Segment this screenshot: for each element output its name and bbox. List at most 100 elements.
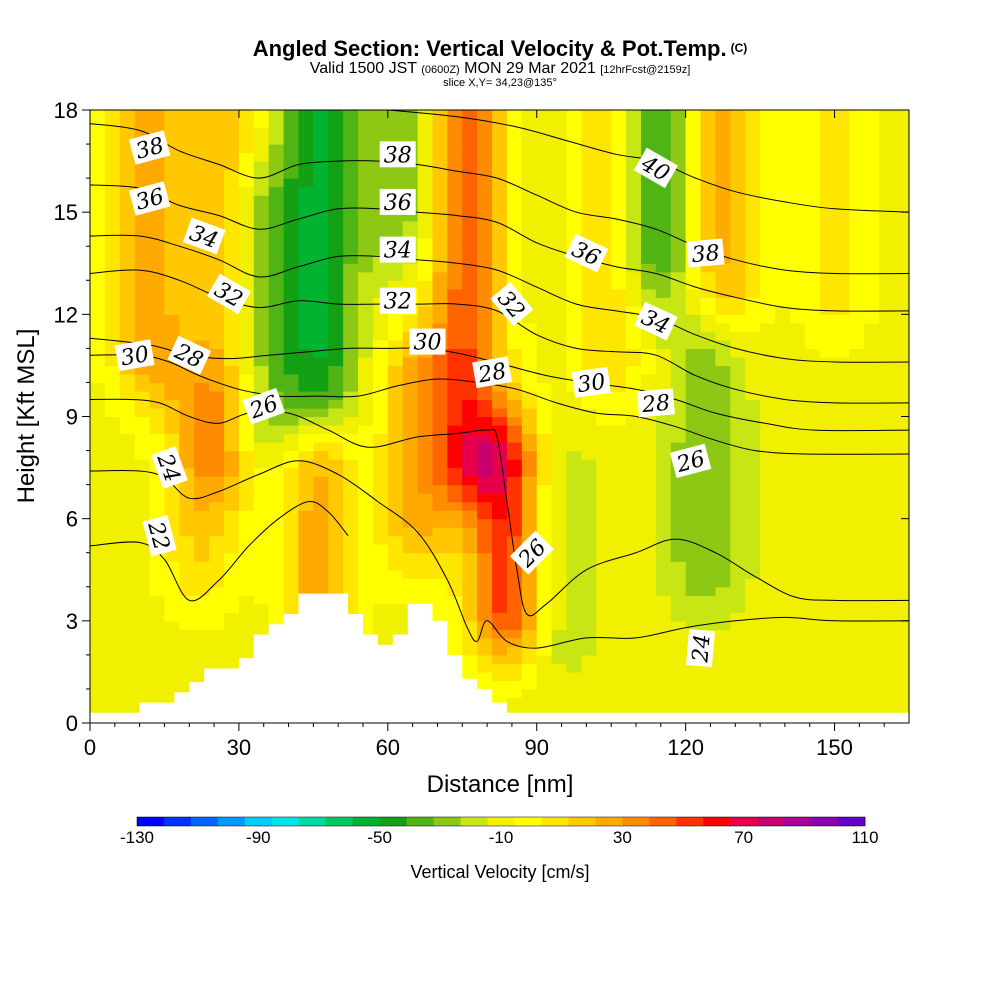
velocity-cell — [506, 578, 523, 588]
velocity-cell — [506, 186, 523, 196]
velocity-cell — [804, 637, 821, 647]
velocity-cell — [134, 297, 151, 307]
velocity-cell — [849, 663, 865, 673]
velocity-cell — [774, 629, 791, 639]
velocity-cell — [492, 322, 508, 332]
velocity-cell — [894, 425, 909, 435]
velocity-cell — [119, 110, 136, 120]
velocity-cell — [760, 331, 776, 341]
velocity-cell — [313, 382, 329, 392]
velocity-cell — [209, 637, 225, 647]
velocity-cell — [521, 339, 538, 349]
velocity-cell — [849, 476, 865, 486]
velocity-cell — [521, 356, 538, 367]
velocity-cell — [730, 144, 746, 154]
velocity-cell — [492, 263, 508, 273]
velocity-cell — [283, 144, 300, 154]
velocity-cell — [566, 152, 582, 162]
velocity-cell — [730, 169, 746, 179]
colorbar-swatch — [163, 817, 192, 826]
velocity-cell — [134, 365, 151, 375]
velocity-cell — [358, 356, 374, 367]
velocity-cell — [640, 382, 657, 392]
velocity-cell — [328, 195, 344, 205]
velocity-cell — [715, 450, 731, 460]
velocity-cell — [462, 476, 478, 486]
velocity-cell — [700, 561, 717, 571]
velocity-cell — [626, 416, 642, 426]
velocity-cell — [596, 356, 612, 367]
velocity-cell — [506, 603, 523, 613]
velocity-cell — [551, 654, 568, 664]
velocity-cell — [611, 637, 627, 647]
velocity-cell — [283, 399, 300, 409]
velocity-cell — [521, 271, 538, 281]
colorbar-tick-label: -90 — [246, 828, 271, 847]
velocity-cell — [358, 135, 374, 145]
velocity-cell — [104, 586, 121, 596]
colorbar-swatch — [190, 817, 219, 826]
velocity-cell — [789, 544, 806, 554]
velocity-cell — [536, 118, 553, 128]
velocity-cell — [789, 127, 806, 137]
velocity-cell — [194, 144, 210, 154]
velocity-cell — [179, 552, 195, 562]
velocity-cell — [104, 476, 121, 486]
velocity-cell — [372, 365, 389, 375]
velocity-cell — [164, 382, 180, 392]
contour-label-bg — [128, 130, 171, 165]
velocity-cell — [313, 212, 329, 222]
velocity-cell — [134, 510, 151, 520]
velocity-cell — [655, 280, 672, 290]
velocity-cell — [760, 629, 776, 639]
velocity-cell — [626, 399, 642, 409]
velocity-cell — [879, 271, 895, 281]
velocity-cell — [164, 697, 180, 707]
velocity-cell — [238, 425, 255, 435]
velocity-cell — [268, 373, 285, 384]
velocity-cell — [819, 186, 836, 196]
x-tick-label: 150 — [816, 735, 853, 760]
velocity-cell — [655, 646, 672, 656]
velocity-cell — [655, 433, 672, 443]
velocity-cell — [774, 561, 791, 571]
velocity-cell — [804, 646, 821, 656]
velocity-cell — [879, 348, 895, 358]
velocity-cell — [640, 603, 657, 613]
x-tick-label: 30 — [227, 735, 251, 760]
velocity-cell — [789, 246, 806, 256]
velocity-cell — [879, 416, 895, 426]
velocity-cell — [119, 203, 136, 213]
velocity-cell — [224, 612, 240, 622]
velocity-cell — [432, 407, 448, 418]
velocity-cell — [596, 178, 612, 188]
velocity-cell — [566, 280, 582, 290]
velocity-cell — [194, 127, 210, 137]
velocity-cell — [551, 501, 568, 511]
velocity-cell — [655, 110, 672, 120]
velocity-cell — [432, 459, 448, 469]
velocity-cell — [387, 484, 404, 494]
velocity-cell — [640, 220, 657, 230]
velocity-cell — [179, 680, 195, 690]
velocity-cell — [447, 365, 463, 375]
velocity-cell — [164, 442, 180, 452]
velocity-cell — [372, 450, 389, 460]
velocity-cell — [343, 476, 359, 486]
velocity-cell — [343, 169, 359, 179]
velocity-cell — [551, 382, 568, 392]
velocity-cell — [655, 348, 672, 358]
velocity-cell — [551, 705, 568, 716]
velocity-cell — [834, 493, 851, 503]
velocity-cell — [849, 382, 865, 392]
velocity-cell — [879, 459, 895, 469]
velocity-cell — [194, 595, 210, 605]
velocity-cell — [596, 254, 612, 264]
velocity-cell — [804, 680, 821, 690]
velocity-cell — [730, 620, 746, 630]
velocity-cell — [626, 467, 642, 477]
velocity-cell — [700, 135, 717, 145]
velocity-cell — [879, 144, 895, 154]
velocity-cell — [164, 246, 180, 256]
velocity-cell — [849, 654, 865, 664]
